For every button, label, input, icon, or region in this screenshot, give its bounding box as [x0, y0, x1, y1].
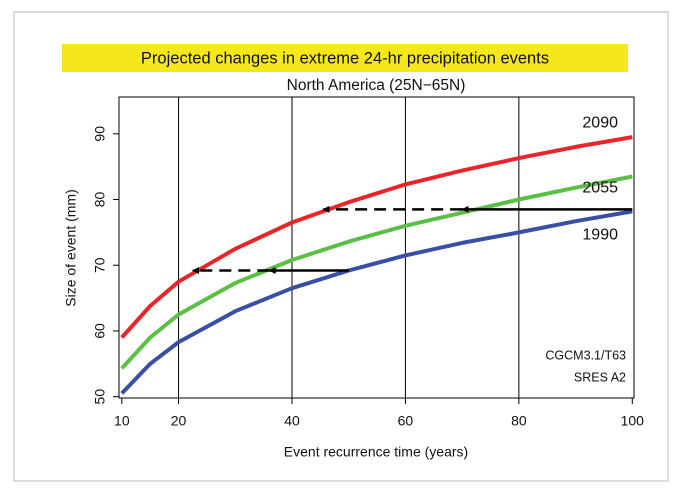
chart-subtitle: North America (25N−65N): [287, 77, 466, 94]
line-0: [120, 135, 633, 339]
x-tick-label: 100: [621, 413, 645, 429]
line-1: [120, 174, 633, 370]
x-tick-label: 20: [171, 413, 187, 429]
title-box: [62, 44, 628, 72]
series-label: 1990: [582, 227, 618, 244]
y-axis-label: Size of event (mm): [63, 189, 79, 306]
x-tick-label: 60: [398, 413, 414, 429]
x-tick-label: 80: [511, 413, 527, 429]
y-tick-label: 50: [92, 389, 108, 405]
plot-frame: [118, 96, 635, 399]
x-axis-label: Event recurrence time (years): [284, 444, 468, 460]
x-tick-label: 10: [114, 413, 130, 429]
frame: [13, 11, 669, 482]
series-label: 2055: [582, 180, 618, 197]
y-tick-label: 60: [92, 323, 108, 339]
x-tick-label: 40: [284, 413, 300, 429]
series-label: 2090: [582, 114, 618, 131]
y-tick-label: 80: [92, 192, 108, 208]
y-tick-label: 70: [92, 257, 108, 273]
chart-title: Projected changes in extreme 24-hr preci…: [141, 49, 549, 67]
annotation: SRES A2: [574, 370, 626, 384]
y-tick-label: 90: [92, 126, 108, 142]
annotation: CGCM3.1/T63: [545, 348, 626, 362]
